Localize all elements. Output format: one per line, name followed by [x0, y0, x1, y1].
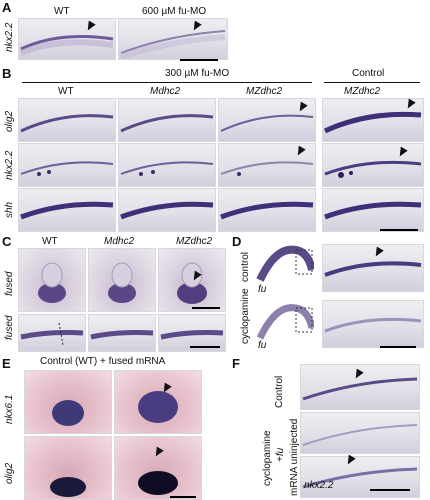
panel-f-tag-bottom: nkx2.2 — [304, 480, 334, 491]
panel-c-section-wt — [18, 248, 86, 312]
panel-a-image-wt — [18, 18, 116, 60]
panel-c-section-m — [88, 248, 156, 312]
panel-b-header-line-mo — [22, 82, 312, 83]
panel-b-shh-control — [322, 188, 424, 232]
panel-b-row-nkx2.2: nkx2.2 — [4, 150, 15, 180]
panel-a-scale-bar — [180, 59, 218, 61]
panel-d-tag-top: fu — [258, 284, 267, 295]
panel-d-side-cyclopamine: cyclopamine — [240, 288, 251, 344]
panel-c-scale-bar-bottom — [190, 346, 220, 348]
panel-d-tag-bottom: fu — [258, 340, 267, 351]
panel-a-col-mo: 600 µM fu-MO — [142, 6, 207, 17]
panel-b-olig2-wt — [18, 98, 116, 142]
panel-b-shh-m — [118, 188, 216, 232]
panel-c-col-m: Mdhc2 — [104, 236, 135, 247]
panel-b-header-control: Control — [352, 68, 385, 79]
panel-e-nkx61-mrna — [114, 370, 202, 434]
panel-e-label: E — [2, 356, 11, 371]
panel-c-row-bottom: fused — [4, 315, 15, 340]
panel-b-nkx22-wt — [18, 143, 116, 187]
panel-b-col-control-mz: MZdhc2 — [344, 86, 381, 97]
panel-f-side-cyclopamine: cyclopamine — [262, 430, 273, 486]
panel-e-scale-bar — [170, 496, 196, 498]
panel-b-olig2-m — [118, 98, 216, 142]
panel-d-scale-bar — [380, 346, 416, 348]
panel-b-row-olig2: olig2 — [4, 110, 15, 132]
panel-b-header-line-control — [324, 82, 420, 83]
panel-a-label: A — [2, 0, 12, 15]
panel-e-title-text: Control (WT) + fused mRNA — [40, 356, 166, 367]
panel-a-col-wt: WT — [54, 6, 70, 17]
panel-b-olig2-control — [322, 98, 424, 142]
panel-b-nkx22-mz — [218, 143, 316, 187]
panel-b-col-m: Mdhc2 — [150, 86, 181, 97]
panel-c-row-top: fused — [4, 271, 15, 296]
panel-b-nkx22-m — [118, 143, 216, 187]
panel-d-label: D — [232, 234, 242, 249]
panel-d-zoom-control — [322, 244, 424, 292]
panel-d-zoom-cyclopamine — [322, 300, 424, 348]
panel-d-whole-control — [256, 240, 314, 290]
panel-c-col-mz: MZdhc2 — [176, 236, 213, 247]
panel-c-scale-bar-top — [192, 307, 220, 309]
panel-f-cyclopamine — [300, 412, 420, 454]
panel-f-side-fu: +fu — [275, 447, 286, 462]
panel-b-row-shh: shh — [4, 201, 15, 218]
panel-f-label: F — [232, 356, 240, 371]
panel-e-row-bottom: olig2 — [4, 462, 15, 484]
panel-e-nkx61-control — [24, 370, 112, 434]
panel-b-label: B — [2, 66, 12, 81]
panel-c-lateral-m — [88, 314, 156, 352]
panel-f-side-mrna: mRNA uninjected — [289, 418, 300, 496]
panel-e-olig2-mrna — [114, 436, 202, 500]
panel-c-lateral-wt — [18, 314, 86, 352]
panel-b-olig2-mz — [218, 98, 316, 142]
panel-d-whole-cyclopamine — [256, 298, 314, 348]
panel-f-side-control: Control — [274, 375, 285, 408]
panel-e-title: Control (WT) + fused mRNA — [40, 356, 165, 367]
panel-c-section-mz — [158, 248, 226, 312]
panel-f-control — [300, 364, 420, 410]
panel-b-col-wt: WT — [58, 86, 74, 97]
panel-a-image-mo — [118, 18, 228, 60]
panel-f-cyclopamine-fu — [300, 456, 420, 498]
panel-b-nkx22-control — [322, 143, 424, 187]
panel-f-scale-bar — [370, 489, 410, 491]
panel-b-shh-wt — [18, 188, 116, 232]
panel-b-header-mo: 300 µM fu-MO — [165, 68, 230, 79]
panel-b-shh-mz — [218, 188, 316, 232]
panel-c-col-wt: WT — [42, 236, 58, 247]
panel-e-row-top: nkx6.1 — [4, 394, 15, 424]
panel-a-row-label: nkx2.2 — [4, 22, 15, 52]
panel-d-side-control: control — [240, 251, 251, 282]
panel-b-scale-bar — [380, 229, 418, 231]
panel-c-lateral-mz — [158, 314, 226, 352]
panel-c-label: C — [2, 234, 12, 249]
panel-b-col-mz: MZdhc2 — [246, 86, 283, 97]
panel-e-olig2-control — [24, 436, 112, 500]
